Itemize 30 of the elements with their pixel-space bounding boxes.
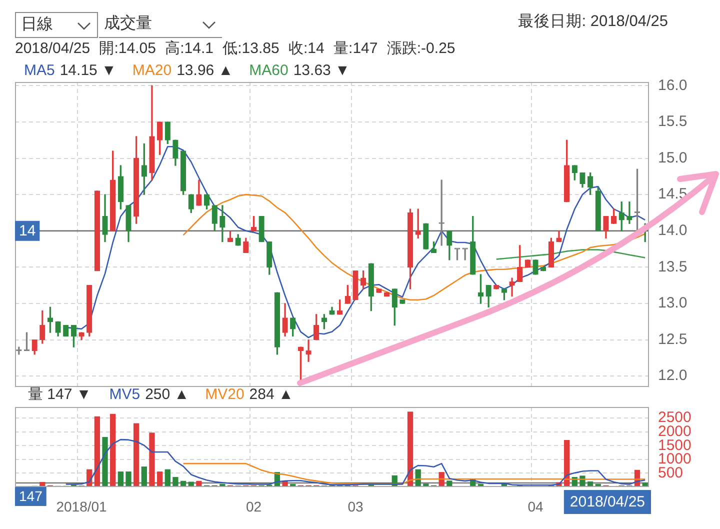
chart-subtitle: 2018/04/25 開:14.05 高:14.1 低:13.85 收:14 量:147 漲跌:-0.25 [15, 40, 456, 58]
y-tick-label: 12.5 [658, 330, 688, 348]
text: 13.96 ▲ [176, 62, 234, 80]
y-tick-label: 13.0 [658, 294, 688, 312]
text: 14.15 ▼ [60, 62, 116, 80]
text: MA5 [24, 62, 55, 80]
y-tick-label: 13.5 [658, 258, 688, 276]
text: MV20 [205, 386, 244, 404]
y-tick-label: 16.0 [658, 76, 688, 94]
ref-line-label: 147 [19, 488, 43, 504]
y-tick-label: 15.5 [658, 113, 688, 130]
x-tick-label: 03 [348, 498, 364, 514]
x-tick-label: 2018/01 [56, 498, 108, 514]
y-tick-label: 14.0 [658, 222, 688, 240]
text: 13.63 ▼ [293, 62, 350, 80]
annotation: 250 ▲ [145, 386, 190, 404]
y-tick-label: 12.0 [658, 367, 688, 384]
y-tick-label: 15.0 [658, 149, 688, 166]
select-field: 日線 [15, 12, 98, 38]
text: 2018/04/25 [570, 494, 646, 511]
select-field: 成交量 [99, 12, 222, 38]
text: MV5 [109, 386, 140, 404]
chart-title: 量 147 ▼ [28, 386, 92, 404]
ref-line-label: 14 [19, 222, 36, 240]
chart-title: 最後日期: 2018/04/25 [518, 13, 668, 31]
text: MA20 [132, 62, 172, 80]
x-tick-label: 02 [246, 498, 262, 514]
text: MA60 [249, 62, 288, 80]
annotation: 284 ▲ [249, 386, 294, 404]
x-tick-label: 04 [528, 498, 544, 514]
